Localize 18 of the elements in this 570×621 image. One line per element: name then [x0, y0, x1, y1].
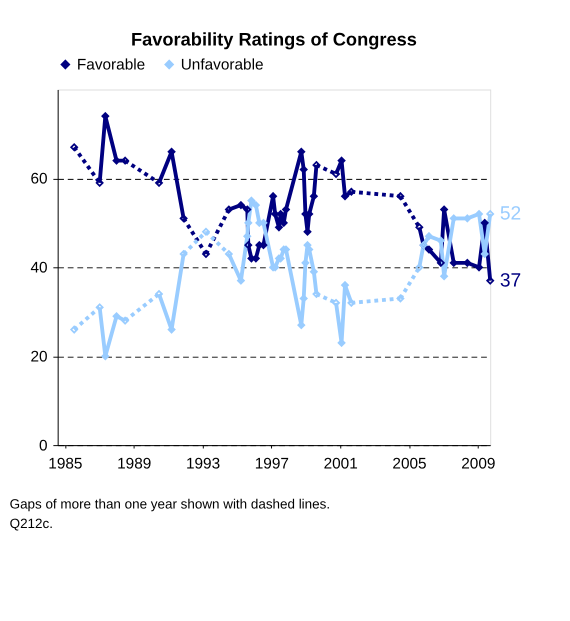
y-tick-label: 0 — [39, 437, 48, 454]
data-label: 37 — [500, 270, 522, 292]
x-tick-label: 2001 — [324, 456, 358, 473]
x-tick-label: 2009 — [461, 456, 496, 473]
data-label: 52 — [500, 204, 522, 225]
x-tick-label: 1993 — [186, 456, 220, 473]
text: Gaps of more than one year shown with dashed lines. — [10, 496, 330, 512]
x-tick-label: 1985 — [48, 456, 82, 473]
x-tick-label: 1997 — [254, 456, 289, 473]
x-tick-label: 2005 — [392, 456, 427, 473]
y-tick-label: 60 — [30, 170, 48, 188]
legend-label: Favorable — [76, 56, 146, 74]
chart-title: Favorability Ratings of Congress — [130, 28, 417, 50]
y-tick-label: 20 — [30, 348, 48, 366]
x-tick-label: 1989 — [117, 456, 152, 473]
legend-label: Unfavorable — [180, 56, 264, 74]
text: Q212c. — [10, 516, 53, 531]
y-tick-label: 40 — [30, 260, 48, 277]
